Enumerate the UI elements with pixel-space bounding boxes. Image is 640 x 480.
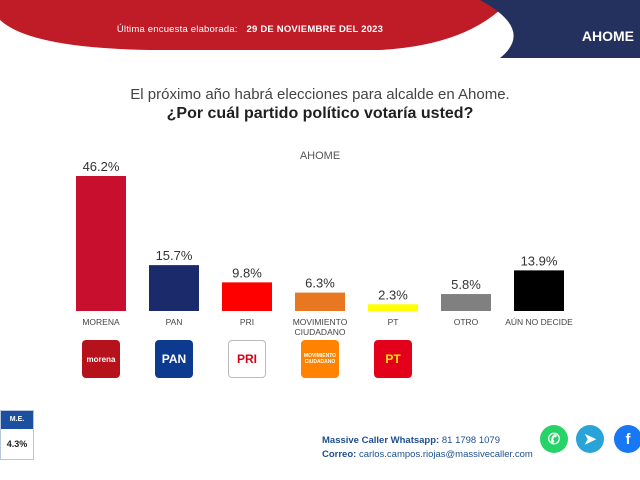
category-label: MOVIMIENTO xyxy=(293,317,348,327)
whatsapp-label: Massive Caller Whatsapp: xyxy=(322,435,440,446)
whatsapp-icon[interactable]: ✆ xyxy=(540,425,568,453)
survey-date: 29 DE NOVIEMBRE DEL 2023 xyxy=(246,24,384,35)
header-banner: Última encuesta elaborada: 29 DE NOVIEMB… xyxy=(0,0,640,58)
bar-chart: 46.2% MORENA 15.7% PAN 9.8% PRI 6.3% MOVIMIENTO… xyxy=(76,160,573,335)
chart-title: AHOME xyxy=(299,150,341,162)
data-label: 46.2% xyxy=(83,160,120,174)
bar-pri xyxy=(222,282,272,311)
bar-otro xyxy=(441,294,491,311)
question-line-2: ¿Por cuál partido político votaría usted… xyxy=(166,105,474,122)
pt-logo: PT xyxy=(374,340,412,378)
pan-logo: PAN xyxy=(155,340,193,378)
category-label: MORENA xyxy=(82,317,120,327)
bar-pt xyxy=(368,304,418,311)
survey-date-line: Última encuesta elaborada: 29 DE NOVIEMB… xyxy=(0,24,500,35)
margin-of-error-label: M.E. xyxy=(1,411,33,429)
category-label: PRI xyxy=(240,317,254,327)
margin-of-error-box: M.E. 4.3% xyxy=(0,410,34,460)
survey-label: Última encuesta elaborada: xyxy=(116,24,238,35)
mc-logo: MOVIMIENTO CIUDADANO xyxy=(301,340,339,378)
data-label: 5.8% xyxy=(451,277,481,292)
bar-movimiento-ciudadano xyxy=(295,292,345,311)
morena-logo: morena xyxy=(82,340,120,378)
party-logos: morena PAN PRI MOVIMIENTO CIUDADANO PT xyxy=(0,340,640,380)
region-badge: AHOME xyxy=(581,28,634,44)
data-label: 13.9% xyxy=(521,253,558,268)
category-label: PT xyxy=(388,317,399,327)
facebook-icon[interactable]: f xyxy=(614,425,640,453)
data-label: 6.3% xyxy=(305,276,335,291)
margin-of-error-value: 4.3% xyxy=(6,439,28,449)
data-label: 9.8% xyxy=(232,265,262,280)
category-label: PAN xyxy=(166,317,183,327)
email-address[interactable]: carlos.campos.riojas@massivecaller.com xyxy=(358,449,533,460)
category-label: CIUDADANO xyxy=(294,327,345,335)
question-line-1: El próximo año habrá elecciones para alc… xyxy=(130,86,510,103)
telegram-icon[interactable]: ➤ xyxy=(576,425,604,453)
contact-info: Massive Caller Whatsapp: 81 1798 1079 Co… xyxy=(322,434,533,462)
category-label: AÚN NO DECIDE xyxy=(505,317,573,327)
whatsapp-number[interactable]: 81 1798 1079 xyxy=(441,435,500,446)
bar-morena xyxy=(76,176,126,311)
banner-shape xyxy=(0,0,640,58)
bar-pan xyxy=(149,265,199,311)
category-label: OTRO xyxy=(454,317,479,327)
bar-aún-no-decide xyxy=(514,270,564,311)
data-label: 15.7% xyxy=(156,248,193,263)
email-label: Correo: xyxy=(322,449,357,460)
pri-logo: PRI xyxy=(228,340,266,378)
data-label: 2.3% xyxy=(378,287,408,302)
